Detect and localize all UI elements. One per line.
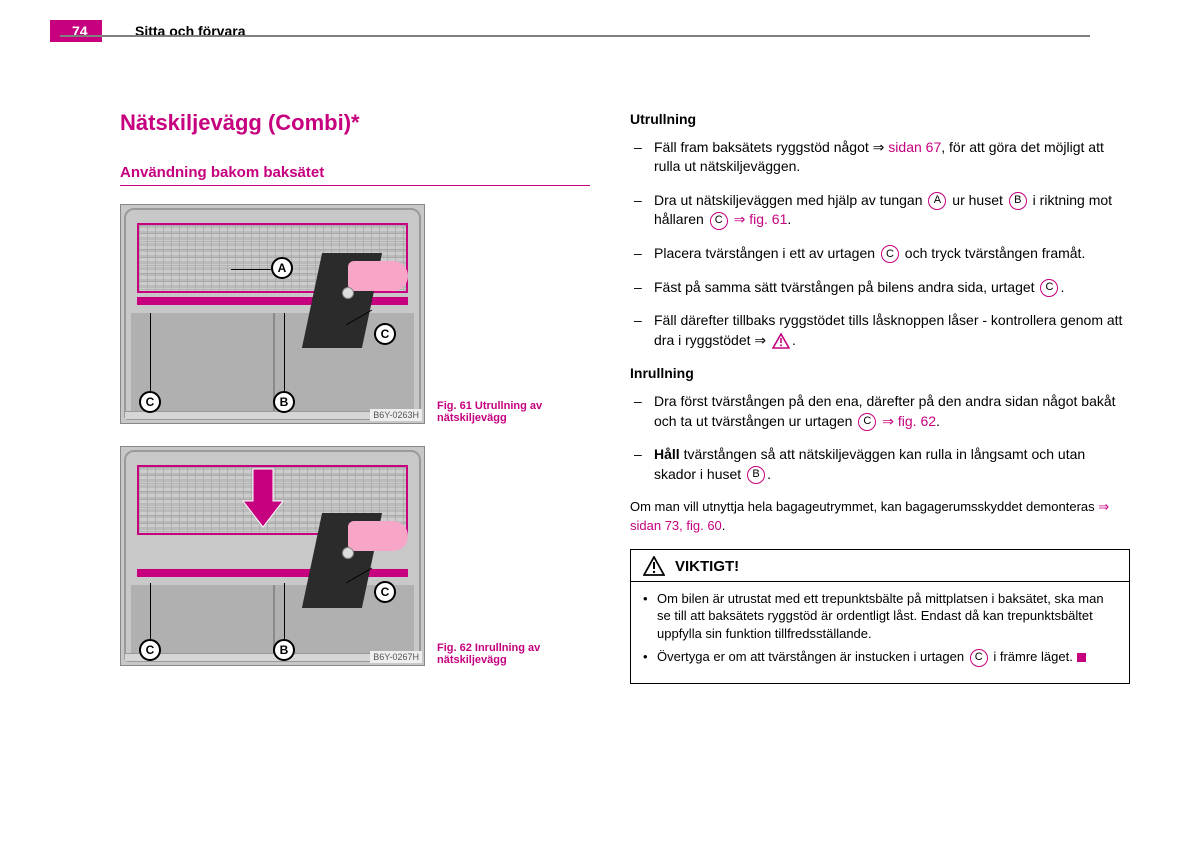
letter-badge-c: C — [858, 413, 876, 431]
header-rule — [60, 35, 1090, 37]
text-fragment: Övertyga er om att tvärstången är instuc… — [657, 649, 968, 664]
page-ref-link[interactable]: sidan 73, fig. 60 — [630, 518, 722, 533]
text-fragment: . — [722, 518, 726, 533]
text-fragment-bold: Håll — [654, 446, 680, 462]
figure-ref-link[interactable]: fig. 62 — [898, 413, 936, 429]
page-number-badge: 74 — [50, 20, 102, 42]
utrullning-heading: Utrullning — [630, 110, 1130, 130]
text-fragment: ur huset — [948, 192, 1006, 208]
figure-callout-c-2: C — [139, 391, 161, 413]
list-item: Placera tvärstången i ett av urtagen C o… — [630, 244, 1130, 264]
text-fragment: . — [787, 211, 791, 227]
text-fragment: Om man vill utnyttja hela bagageutrymmet… — [630, 499, 1098, 514]
letter-badge-a: A — [928, 192, 946, 210]
text-fragment: Fäll därefter tillbaks ryggstödet tills … — [654, 312, 1122, 348]
list-item: Håll tvärstången så att nätskiljeväggen … — [630, 445, 1130, 484]
inrullning-list: Dra först tvärstången på den ena, däreft… — [630, 392, 1130, 484]
figure-callout-a: A — [271, 257, 293, 279]
list-item: Fäll fram baksätets ryggstöd något ⇒ sid… — [630, 138, 1130, 177]
text-fragment: . — [1060, 279, 1064, 295]
text-fragment: Om bilen är utrustat med ett trepunktsbä… — [657, 591, 1104, 641]
letter-badge-c: C — [1040, 279, 1058, 297]
figure-callout-c-1: C — [374, 323, 396, 345]
letter-badge-c: C — [970, 649, 988, 667]
figure-callout-c-4: C — [139, 639, 161, 661]
figure-62-caption: Fig. 62 Inrullning av nätskiljevägg — [437, 642, 567, 666]
inrullning-heading: Inrullning — [630, 364, 1130, 384]
text-fragment: Fäst på samma sätt tvärstången på bilens… — [654, 279, 1038, 295]
text-fragment: tvärstången så att nätskiljeväggen kan r… — [654, 446, 1085, 482]
figure-61-caption: Fig. 61 Utrullning av nätskiljevägg — [437, 400, 567, 424]
page-ref-link[interactable]: sidan 67 — [888, 139, 941, 155]
utrullning-list: Fäll fram baksätets ryggstöd något ⇒ sid… — [630, 138, 1130, 351]
figure-ref-link[interactable]: fig. 61 — [749, 211, 787, 227]
page-title: Nätskiljevägg (Combi)* — [120, 110, 590, 136]
text-fragment: . — [767, 466, 771, 482]
important-title: VIKTIGT! — [675, 556, 739, 577]
figure-62-code: B6Y-0267H — [370, 651, 422, 663]
important-box: VIKTIGT! Om bilen är utrustat med ett tr… — [630, 549, 1130, 684]
warning-icon — [643, 556, 665, 576]
figure-61-code: B6Y-0263H — [370, 409, 422, 421]
important-item: Övertyga er om att tvärstången är instuc… — [643, 648, 1117, 667]
text-fragment: . — [936, 413, 940, 429]
figure-callout-c-3: C — [374, 581, 396, 603]
figure-62-image: C C B B6Y-0267H — [120, 446, 425, 666]
list-item: Dra ut nätskiljeväggen med hjälp av tung… — [630, 191, 1130, 230]
text-fragment: . — [792, 332, 796, 348]
figure-62-row: C C B B6Y-0267H Fig. 62 Inrullning av nä… — [120, 446, 590, 666]
left-column: Nätskiljevägg (Combi)* Användning bakom … — [120, 110, 590, 688]
down-arrow-icon — [241, 467, 285, 534]
figure-61-image: A C C B B6Y-0263H — [120, 204, 425, 424]
figure-callout-b-2: B — [273, 639, 295, 661]
letter-badge-b: B — [1009, 192, 1027, 210]
text-fragment: Placera tvärstången i ett av urtagen — [654, 245, 879, 261]
end-of-section-marker — [1077, 653, 1086, 662]
text-fragment: Fäll fram baksätets ryggstöd något — [654, 139, 873, 155]
figure-61-row: A C C B B6Y-0263H Fig. 61 Utrullning av … — [120, 204, 590, 424]
letter-badge-b: B — [747, 466, 765, 484]
list-item: Fäll därefter tillbaks ryggstödet tills … — [630, 311, 1130, 350]
figure-callout-b: B — [273, 391, 295, 413]
text-fragment: i främre läget. — [990, 649, 1073, 664]
letter-badge-c: C — [881, 245, 899, 263]
warning-icon — [772, 333, 790, 349]
list-item: Fäst på samma sätt tvärstången på bilens… — [630, 278, 1130, 298]
text-fragment: Dra ut nätskiljeväggen med hjälp av tung… — [654, 192, 926, 208]
text-fragment: och tryck tvärstången framåt. — [901, 245, 1085, 261]
right-column: Utrullning Fäll fram baksätets ryggstöd … — [630, 110, 1130, 688]
important-body: Om bilen är utrustat med ett trepunktsbä… — [631, 582, 1129, 683]
page-content: Nätskiljevägg (Combi)* Användning bakom … — [120, 110, 1140, 688]
letter-badge-c: C — [710, 212, 728, 230]
page-subtitle: Användning bakom baksätet — [120, 164, 590, 186]
list-item: Dra först tvärstången på den ena, däreft… — [630, 392, 1130, 431]
important-header: VIKTIGT! — [631, 550, 1129, 582]
important-item: Om bilen är utrustat med ett trepunktsbä… — [643, 590, 1117, 643]
note-paragraph: Om man vill utnyttja hela bagageutrymmet… — [630, 498, 1130, 534]
